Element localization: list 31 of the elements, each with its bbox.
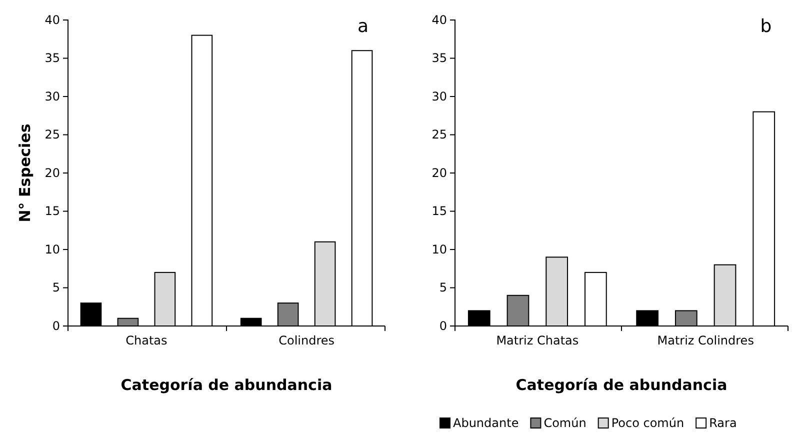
y-axis-title: N° Especies xyxy=(16,124,34,222)
y-tick-label: 5 xyxy=(52,280,60,295)
y-tick-label: 20 xyxy=(44,166,60,180)
y-tick-label: 30 xyxy=(432,89,447,104)
y-tick-label: 15 xyxy=(44,204,60,218)
y-tick-label: 40 xyxy=(432,12,447,27)
y-tick-label: 35 xyxy=(44,51,60,66)
x-tick-label: Colindres xyxy=(278,334,335,348)
y-tick-label: 40 xyxy=(44,12,60,27)
y-tick-label: 20 xyxy=(432,166,447,180)
y-tick-label: 0 xyxy=(52,318,60,333)
y-tick-label: 10 xyxy=(432,242,447,256)
y-tick-label: 10 xyxy=(44,242,60,256)
annotation: b xyxy=(760,16,772,37)
y-tick-label: 15 xyxy=(432,204,447,218)
y-tick-label: 5 xyxy=(439,280,447,295)
y-tick-label: 25 xyxy=(432,128,447,142)
x-tick-label: Chatas xyxy=(126,334,168,348)
legend-label: Poco común xyxy=(611,416,684,430)
y-tick-label: 25 xyxy=(44,128,60,142)
y-tick-label: 0 xyxy=(439,318,447,333)
y-tick-label: 30 xyxy=(44,89,60,104)
legend-label: Abundante xyxy=(453,416,519,430)
x-tick-label: Matriz Chatas xyxy=(496,334,579,348)
x-tick-label: Matriz Colindres xyxy=(657,334,754,348)
y-tick-label: 35 xyxy=(432,51,447,66)
x-axis-title: Categoría de abundancia xyxy=(120,376,332,394)
x-axis-title: Categoría de abundancia xyxy=(516,376,728,394)
legend-label: Rara xyxy=(709,416,737,430)
annotation: a xyxy=(357,16,369,37)
legend-label: Común xyxy=(544,416,586,430)
